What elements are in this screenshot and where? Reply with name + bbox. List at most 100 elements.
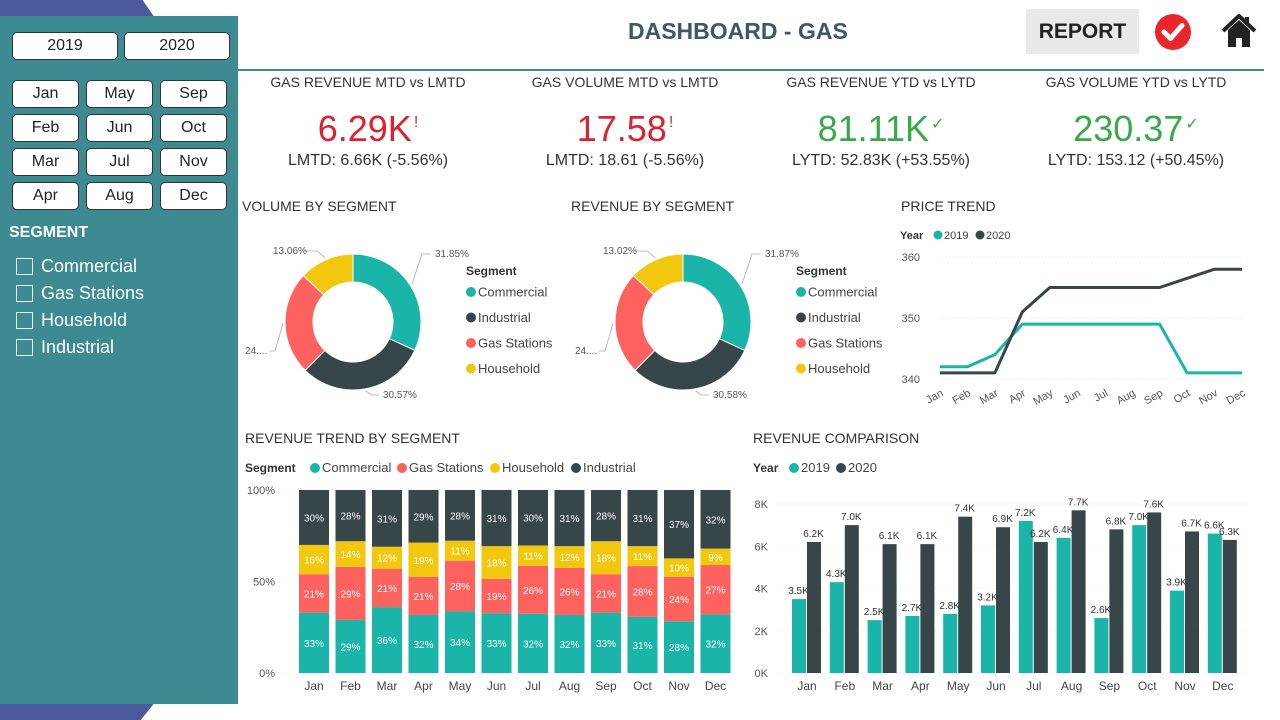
stacked-bar-gas-stations xyxy=(299,574,329,613)
kpi-card-volume-mtd: GAS VOLUME MTD vs LMTD 17.58! LMTD: 18.6… xyxy=(500,74,750,170)
home-button[interactable] xyxy=(1221,12,1257,50)
legend-dot-commercial xyxy=(466,287,476,297)
bar-2020 xyxy=(844,525,859,673)
stacked-bar-commercial xyxy=(554,615,585,673)
bar-data-label: 7.0K xyxy=(1128,512,1149,523)
stacked-bar-gas-stations xyxy=(518,565,548,614)
stacked-bar-gas-stations xyxy=(554,567,585,616)
bar-data-label: 31% xyxy=(559,514,579,525)
bar-data-label: 3.9K xyxy=(1166,578,1187,589)
bar-data-label: 6.1K xyxy=(917,531,938,542)
donut-slice-commercial xyxy=(352,253,422,352)
legend-dot-gas-stations xyxy=(466,338,476,348)
bar-data-label: 32% xyxy=(523,639,543,650)
stacked-bar-household xyxy=(664,558,694,577)
x-tick-label: Oct xyxy=(1172,387,1193,406)
year-2019-button[interactable]: 2019 xyxy=(12,32,118,60)
kpi-number: 17.58 xyxy=(576,108,667,149)
x-tick-label: Apr xyxy=(911,679,930,693)
month-oct-button[interactable]: Oct xyxy=(160,114,227,142)
report-button[interactable]: REPORT xyxy=(1026,9,1139,54)
legend-label-2019: 2019 xyxy=(944,230,968,242)
legend-label-household: Household xyxy=(502,460,564,475)
segment-checkbox-household[interactable]: Household xyxy=(16,307,144,334)
y-tick-label: 6K xyxy=(755,541,769,553)
revenue-comparison-chart: Year 2019 2020 0K 2K 4K 6K 8K 3.5K 6.2K Jan 4.3K 7.0… xyxy=(753,460,1248,693)
bar-data-label: 4.3K xyxy=(826,569,847,580)
month-jun-button[interactable]: Jun xyxy=(86,114,153,142)
year-2020-button[interactable]: 2020 xyxy=(124,32,230,60)
x-tick-label: May xyxy=(1031,387,1055,408)
bar-data-label: 32% xyxy=(413,640,433,651)
bar-data-label: 31% xyxy=(632,641,652,652)
bar-data-label: 28% xyxy=(596,512,616,523)
donut-data-label: 24.... xyxy=(575,346,597,357)
month-nov-button[interactable]: Nov xyxy=(160,148,227,176)
revenue-trend-chart: Segment Commercial Gas Stations Household In… xyxy=(245,460,733,693)
bar-data-label: 33% xyxy=(596,639,616,650)
bar-data-label: 37% xyxy=(669,520,689,531)
price-trend-chart: Year 2019 2020 340 350 360 Jan Feb Mar Apr May Jun J… xyxy=(900,230,1248,408)
segment-label: Household xyxy=(41,310,128,330)
month-feb-button[interactable]: Feb xyxy=(12,114,79,142)
month-sep-button[interactable]: Sep xyxy=(160,80,227,108)
stacked-bar-household xyxy=(408,542,439,577)
kpi-comparison: LYTD: 153.12 (+50.45%) xyxy=(1047,152,1225,169)
donut-leader-line xyxy=(635,250,656,259)
x-tick-label: Aug xyxy=(1061,679,1082,693)
bar-2020 xyxy=(807,542,821,673)
kpi-card-volume-ytd: GAS VOLUME YTD vs LYTD 230.37 ✓ LYTD: 153… xyxy=(1011,74,1261,170)
stacked-bar-industrial xyxy=(664,490,694,559)
bar-2020 xyxy=(958,516,973,673)
segment-checkbox-commercial[interactable]: Commercial xyxy=(16,253,144,280)
bar-2019 xyxy=(981,605,995,673)
legend-label-commercial: Commercial xyxy=(478,285,547,300)
volume-by-segment-chart: 31.85% 30.57% 24.... 13.06% Segment Commercia… xyxy=(245,246,553,401)
month-may-button[interactable]: May xyxy=(86,80,153,108)
checkbox-icon xyxy=(16,258,33,275)
stacked-bar-household xyxy=(700,548,731,566)
x-tick-label: Jun xyxy=(986,679,1005,693)
bar-2019 xyxy=(1170,590,1184,673)
month-jul-button[interactable]: Jul xyxy=(86,148,153,176)
donut-leader-line xyxy=(741,253,761,285)
stacked-bar-household xyxy=(481,546,512,579)
bar-data-label: 28% xyxy=(450,511,470,522)
donut-data-label: 30.57% xyxy=(383,390,417,401)
kpi-title: GAS REVENUE YTD vs LYTD xyxy=(786,74,976,90)
x-tick-label: Dec xyxy=(1225,387,1248,407)
month-mar-button[interactable]: Mar xyxy=(12,148,79,176)
stacked-bar-industrial xyxy=(335,490,366,542)
month-dec-button[interactable]: Dec xyxy=(160,182,227,210)
legend-label-gas-stations: Gas Stations xyxy=(409,460,484,475)
bar-data-label: 28% xyxy=(669,643,689,654)
bar-data-label: 11% xyxy=(633,552,652,563)
stacked-bar-commercial xyxy=(591,612,621,673)
segment-checkbox-gas-stations[interactable]: Gas Stations xyxy=(16,280,144,307)
donut-slice-household xyxy=(302,253,354,296)
month-aug-button[interactable]: Aug xyxy=(86,182,153,210)
legend-dot-gas-stations xyxy=(796,338,806,348)
donut-leader-line xyxy=(599,323,614,352)
y-tick-label: 8K xyxy=(755,499,769,511)
legend-dot-2020 xyxy=(836,463,846,473)
month-apr-button[interactable]: Apr xyxy=(12,182,79,210)
bar-data-label: 12% xyxy=(377,554,397,565)
stacked-bar-commercial xyxy=(664,621,694,673)
bar-data-label: 6.1K xyxy=(879,531,900,542)
month-jan-button[interactable]: Jan xyxy=(12,80,79,108)
bar-data-label: 2.6K xyxy=(1091,605,1112,616)
bar-data-label: 11% xyxy=(450,547,469,558)
segment-checkbox-industrial[interactable]: Industrial xyxy=(16,334,144,361)
price-line-2019 xyxy=(940,322,1242,375)
donut-data-label: 30.58% xyxy=(713,390,747,401)
stacked-bar-industrial xyxy=(445,490,475,541)
bar-2019 xyxy=(1056,537,1071,673)
x-tick-label: May xyxy=(449,679,472,693)
y-tick-label: 340 xyxy=(902,374,920,386)
checkmark-button[interactable] xyxy=(1154,13,1192,51)
x-tick-label: Sep xyxy=(1142,387,1165,407)
stacked-bar-gas-stations xyxy=(591,574,621,613)
x-tick-label: Dec xyxy=(1212,679,1233,693)
bar-data-label: 3.2K xyxy=(977,592,998,603)
